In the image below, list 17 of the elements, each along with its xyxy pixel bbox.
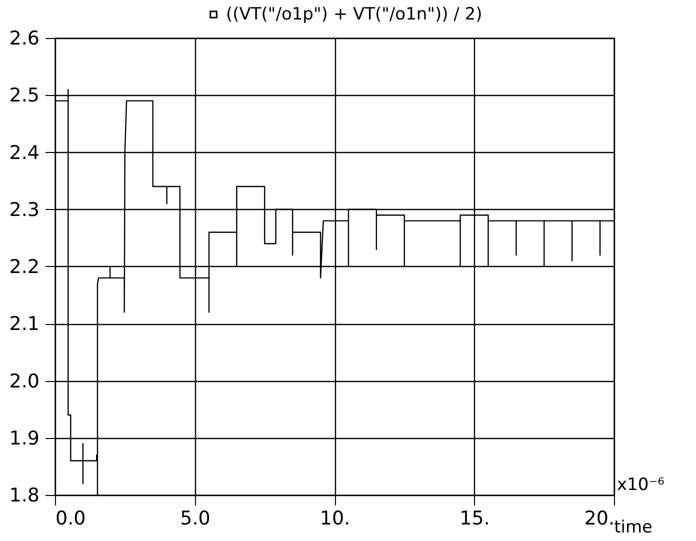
y-tick-label: 2.2	[9, 256, 40, 278]
y-tick-label: 2.3	[9, 198, 40, 221]
y-tick-label: 2.6	[9, 28, 40, 50]
x-tick-label: 20.	[584, 508, 614, 530]
y-tick-label: 2.1	[9, 313, 40, 336]
x-tick-label: 15.	[460, 508, 490, 530]
legend-label: ((VT("/o1p") + VT("/o1n")) / 2)	[226, 4, 482, 24]
text: x10⁻⁶	[617, 475, 665, 495]
y-tick-label: 2.4	[9, 142, 40, 164]
x-tick-label: 5.0	[180, 508, 210, 530]
x-tick-label: 0.0	[56, 508, 86, 530]
y-tick-label: 1.9	[9, 427, 40, 450]
y-tick-label: 2.5	[9, 84, 40, 107]
x-axis-title: time	[614, 518, 652, 538]
y-tick-label: 2.0	[9, 370, 40, 392]
x-tick-label: 10.	[320, 508, 350, 530]
y-tick-label: 1.8	[9, 484, 40, 506]
